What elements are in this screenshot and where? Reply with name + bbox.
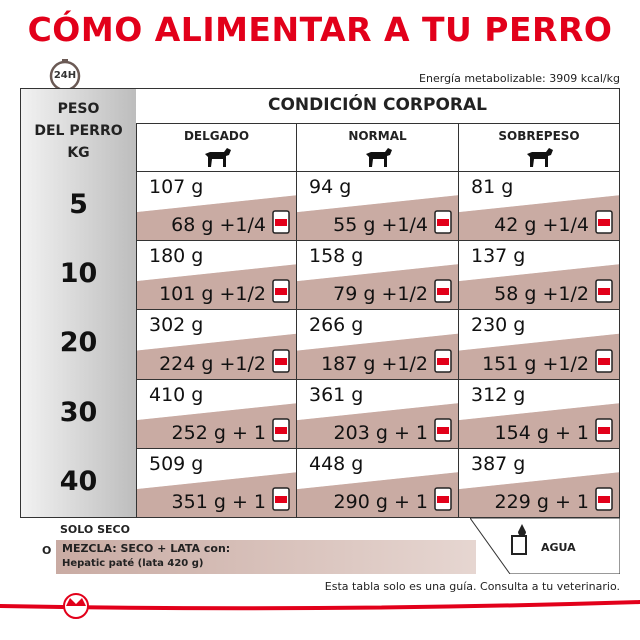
title: CÓMO ALIMENTAR A TU PERRO bbox=[27, 10, 613, 49]
can-icon bbox=[434, 348, 452, 373]
mixed-ration: 351 g + 1 bbox=[171, 490, 266, 513]
legend-dry: SOLO SECO bbox=[60, 523, 130, 536]
condition-label: DELGADO bbox=[183, 129, 250, 143]
legend-mix-band bbox=[56, 540, 476, 574]
clock-label: 24H bbox=[53, 70, 77, 81]
dry-ration: 509 g bbox=[149, 452, 204, 475]
ration-cell: 230 g 151 g +1/2 bbox=[458, 309, 619, 379]
weight-header: DEL PERRO bbox=[34, 123, 123, 139]
footer: Esta tabla solo es una guía. Consulta a … bbox=[324, 580, 620, 593]
dry-ration: 230 g bbox=[471, 314, 526, 337]
ration-cell: 302 g 224 g +1/2 bbox=[136, 309, 296, 379]
dry-ration: 448 g bbox=[309, 452, 364, 475]
legend-product: Hepatic paté (lata 420 g) bbox=[62, 558, 204, 569]
can-icon bbox=[272, 487, 290, 511]
clock-icon bbox=[49, 59, 81, 92]
mixed-ration: 224 g +1/2 bbox=[159, 352, 266, 375]
can-icon bbox=[272, 279, 290, 304]
can-icon bbox=[595, 210, 613, 234]
can-icon bbox=[595, 487, 613, 511]
weight-column bbox=[21, 89, 136, 517]
condition-label: NORMAL bbox=[348, 129, 407, 143]
can-icon bbox=[434, 210, 452, 234]
dry-ration: 180 g bbox=[149, 245, 204, 268]
weight-value: 40 bbox=[59, 465, 98, 497]
weight-header: KG bbox=[67, 145, 90, 161]
ration-cell: 266 g 187 g +1/2 bbox=[296, 309, 458, 379]
dry-ration: 387 g bbox=[471, 452, 526, 475]
can-icon bbox=[434, 279, 452, 304]
condition-column-header: DELGADO bbox=[136, 123, 296, 171]
ration-cell: 94 g 55 g +1/4 bbox=[296, 171, 458, 241]
mixed-ration: 203 g + 1 bbox=[333, 421, 428, 444]
dry-ration: 94 g bbox=[309, 176, 352, 198]
weight-value: 10 bbox=[59, 258, 98, 290]
dry-ration: 137 g bbox=[471, 245, 526, 268]
dry-ration: 158 g bbox=[309, 245, 364, 268]
mixed-ration: 154 g + 1 bbox=[494, 421, 589, 444]
mixed-ration: 229 g + 1 bbox=[494, 490, 589, 513]
ration-cell: 312 g 154 g + 1 bbox=[458, 378, 619, 448]
ration-cell: 107 g 68 g +1/4 bbox=[136, 171, 296, 241]
dry-ration: 266 g bbox=[309, 314, 364, 337]
mixed-ration: 58 g +1/2 bbox=[494, 283, 589, 306]
mixed-ration: 55 g +1/4 bbox=[333, 214, 428, 237]
ration-cell: 410 g 252 g + 1 bbox=[136, 378, 296, 448]
weight-value: 20 bbox=[59, 327, 98, 359]
ration-cell: 361 g 203 g + 1 bbox=[296, 378, 458, 448]
can-icon bbox=[595, 279, 613, 304]
ration-cell: 81 g 42 g +1/4 bbox=[458, 171, 619, 241]
ration-cell: 509 g 351 g + 1 bbox=[136, 447, 296, 517]
weight-header: PESO bbox=[57, 101, 100, 117]
ration-cell: 137 g 58 g +1/2 bbox=[458, 240, 619, 310]
dry-ration: 361 g bbox=[309, 383, 364, 406]
dry-ration: 107 g bbox=[149, 176, 204, 198]
can-icon bbox=[595, 418, 613, 442]
mixed-ration: 42 g +1/4 bbox=[494, 214, 589, 237]
mixed-ration: 79 g +1/2 bbox=[333, 283, 428, 306]
dry-ration: 302 g bbox=[149, 314, 204, 337]
energy: Energía metabolizable: 3909 kcal/kg bbox=[419, 72, 620, 85]
dry-ration: 312 g bbox=[471, 383, 526, 406]
dry-ration: 81 g bbox=[471, 176, 514, 198]
mixed-ration: 187 g +1/2 bbox=[321, 352, 428, 375]
can-icon bbox=[434, 487, 452, 511]
weight-value: 30 bbox=[59, 396, 98, 428]
legend-or: O bbox=[42, 544, 52, 557]
dog-icon bbox=[365, 148, 392, 167]
mixed-ration: 290 g + 1 bbox=[333, 490, 428, 513]
ration-cell: 387 g 229 g + 1 bbox=[458, 447, 619, 517]
condition-column-header: NORMAL bbox=[296, 123, 458, 171]
feeding-table: PESO DEL PERRO KG CONDICIÓN CORPORAL DEL… bbox=[20, 88, 620, 518]
condition-label: SOBREPESO bbox=[498, 129, 580, 143]
can-icon bbox=[272, 210, 290, 234]
can-icon bbox=[272, 418, 290, 442]
mixed-ration: 68 g +1/4 bbox=[171, 214, 266, 237]
condition-column-header: SOBREPESO bbox=[458, 123, 619, 171]
ration-cell: 180 g 101 g +1/2 bbox=[136, 240, 296, 310]
legend-water: AGUA bbox=[541, 541, 576, 554]
mixed-ration: 252 g + 1 bbox=[171, 421, 266, 444]
ration-cell: 448 g 290 g + 1 bbox=[296, 447, 458, 517]
ration-cell: 158 g 79 g +1/2 bbox=[296, 240, 458, 310]
water-box bbox=[470, 518, 620, 574]
can-icon bbox=[434, 418, 452, 442]
mixed-ration: 101 g +1/2 bbox=[159, 283, 266, 306]
dry-ration: 410 g bbox=[149, 383, 204, 406]
can-icon bbox=[595, 348, 613, 373]
dog-icon bbox=[204, 148, 231, 167]
can-icon bbox=[272, 348, 290, 373]
condition-header: CONDICIÓN CORPORAL bbox=[268, 95, 487, 115]
dog-icon bbox=[527, 148, 553, 167]
mixed-ration: 151 g +1/2 bbox=[482, 352, 589, 375]
weight-value: 5 bbox=[69, 189, 88, 220]
legend-mix: MEZCLA: SECO + LATA con: bbox=[62, 542, 231, 555]
brand-band bbox=[0, 593, 640, 619]
